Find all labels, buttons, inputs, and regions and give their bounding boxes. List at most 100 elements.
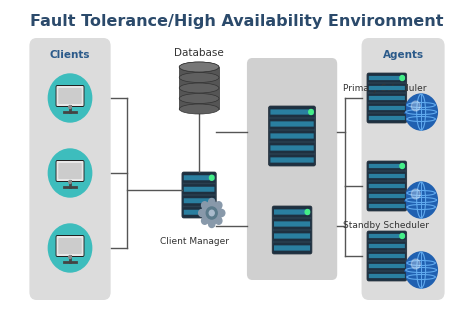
FancyBboxPatch shape bbox=[184, 210, 214, 215]
Ellipse shape bbox=[179, 62, 219, 72]
FancyBboxPatch shape bbox=[368, 104, 406, 112]
Ellipse shape bbox=[179, 83, 219, 93]
FancyBboxPatch shape bbox=[369, 164, 405, 168]
Bar bbox=[179, 67, 219, 109]
Circle shape bbox=[210, 175, 214, 180]
FancyBboxPatch shape bbox=[274, 245, 310, 251]
Circle shape bbox=[202, 202, 222, 224]
Circle shape bbox=[209, 220, 215, 227]
FancyBboxPatch shape bbox=[368, 252, 406, 260]
Circle shape bbox=[405, 182, 438, 218]
FancyBboxPatch shape bbox=[183, 196, 215, 206]
Circle shape bbox=[411, 101, 420, 111]
Circle shape bbox=[69, 181, 72, 183]
FancyBboxPatch shape bbox=[369, 244, 405, 248]
Text: Fault Tolerance/High Availability Environment: Fault Tolerance/High Availability Enviro… bbox=[30, 14, 444, 29]
FancyBboxPatch shape bbox=[270, 157, 314, 162]
Ellipse shape bbox=[179, 62, 219, 72]
FancyBboxPatch shape bbox=[362, 38, 445, 300]
Text: Database: Database bbox=[174, 48, 224, 58]
Circle shape bbox=[206, 207, 217, 219]
Ellipse shape bbox=[179, 93, 219, 103]
FancyBboxPatch shape bbox=[270, 133, 314, 139]
FancyBboxPatch shape bbox=[368, 172, 406, 180]
FancyBboxPatch shape bbox=[183, 173, 215, 183]
Circle shape bbox=[305, 210, 310, 215]
FancyBboxPatch shape bbox=[369, 76, 405, 80]
Circle shape bbox=[216, 217, 222, 224]
Text: Standby Scheduler: Standby Scheduler bbox=[343, 222, 428, 231]
FancyBboxPatch shape bbox=[58, 238, 82, 254]
FancyBboxPatch shape bbox=[184, 175, 214, 180]
Text: Clients: Clients bbox=[50, 50, 90, 60]
FancyBboxPatch shape bbox=[369, 204, 405, 208]
FancyBboxPatch shape bbox=[182, 172, 216, 218]
FancyBboxPatch shape bbox=[56, 86, 83, 106]
FancyBboxPatch shape bbox=[273, 243, 311, 253]
FancyBboxPatch shape bbox=[55, 160, 84, 182]
FancyBboxPatch shape bbox=[273, 207, 311, 217]
FancyBboxPatch shape bbox=[56, 161, 83, 181]
Circle shape bbox=[48, 149, 91, 197]
Circle shape bbox=[400, 75, 404, 80]
FancyBboxPatch shape bbox=[369, 116, 405, 120]
FancyBboxPatch shape bbox=[368, 84, 406, 92]
FancyBboxPatch shape bbox=[273, 231, 311, 241]
Text: Agents: Agents bbox=[383, 50, 424, 60]
Ellipse shape bbox=[179, 104, 219, 114]
FancyBboxPatch shape bbox=[270, 107, 315, 117]
FancyBboxPatch shape bbox=[369, 174, 405, 178]
FancyBboxPatch shape bbox=[270, 143, 315, 153]
FancyBboxPatch shape bbox=[368, 192, 406, 200]
FancyBboxPatch shape bbox=[369, 234, 405, 238]
FancyBboxPatch shape bbox=[368, 162, 406, 170]
FancyBboxPatch shape bbox=[367, 161, 407, 211]
FancyBboxPatch shape bbox=[56, 236, 83, 256]
FancyBboxPatch shape bbox=[183, 207, 215, 217]
Circle shape bbox=[201, 217, 208, 224]
FancyBboxPatch shape bbox=[368, 242, 406, 250]
FancyBboxPatch shape bbox=[272, 206, 312, 254]
FancyBboxPatch shape bbox=[369, 184, 405, 188]
FancyBboxPatch shape bbox=[184, 198, 214, 203]
FancyBboxPatch shape bbox=[368, 114, 406, 122]
FancyBboxPatch shape bbox=[368, 182, 406, 190]
FancyBboxPatch shape bbox=[273, 219, 311, 229]
Circle shape bbox=[69, 255, 72, 259]
Text: Primary Scheduler: Primary Scheduler bbox=[343, 84, 426, 93]
FancyBboxPatch shape bbox=[247, 58, 337, 280]
Circle shape bbox=[209, 210, 214, 216]
FancyBboxPatch shape bbox=[270, 109, 314, 114]
FancyBboxPatch shape bbox=[368, 232, 406, 240]
FancyBboxPatch shape bbox=[368, 74, 406, 82]
Circle shape bbox=[199, 210, 205, 217]
FancyBboxPatch shape bbox=[368, 94, 406, 102]
Text: Client Manager: Client Manager bbox=[160, 237, 229, 246]
Circle shape bbox=[405, 94, 438, 130]
FancyBboxPatch shape bbox=[369, 254, 405, 258]
Circle shape bbox=[48, 74, 91, 122]
Circle shape bbox=[216, 202, 222, 209]
FancyBboxPatch shape bbox=[369, 194, 405, 198]
FancyBboxPatch shape bbox=[29, 38, 110, 300]
FancyBboxPatch shape bbox=[369, 274, 405, 278]
Circle shape bbox=[209, 198, 215, 205]
FancyBboxPatch shape bbox=[270, 131, 315, 141]
FancyBboxPatch shape bbox=[58, 88, 82, 104]
FancyBboxPatch shape bbox=[368, 272, 406, 280]
FancyBboxPatch shape bbox=[274, 233, 310, 238]
FancyBboxPatch shape bbox=[274, 221, 310, 227]
FancyBboxPatch shape bbox=[270, 145, 314, 151]
Ellipse shape bbox=[179, 73, 219, 82]
FancyBboxPatch shape bbox=[368, 262, 406, 270]
Circle shape bbox=[309, 109, 313, 114]
Circle shape bbox=[48, 224, 91, 272]
FancyBboxPatch shape bbox=[368, 202, 406, 210]
FancyBboxPatch shape bbox=[367, 73, 407, 123]
FancyBboxPatch shape bbox=[184, 187, 214, 192]
FancyBboxPatch shape bbox=[369, 106, 405, 110]
FancyBboxPatch shape bbox=[270, 155, 315, 165]
Circle shape bbox=[201, 202, 208, 209]
Circle shape bbox=[411, 189, 420, 199]
FancyBboxPatch shape bbox=[369, 264, 405, 268]
